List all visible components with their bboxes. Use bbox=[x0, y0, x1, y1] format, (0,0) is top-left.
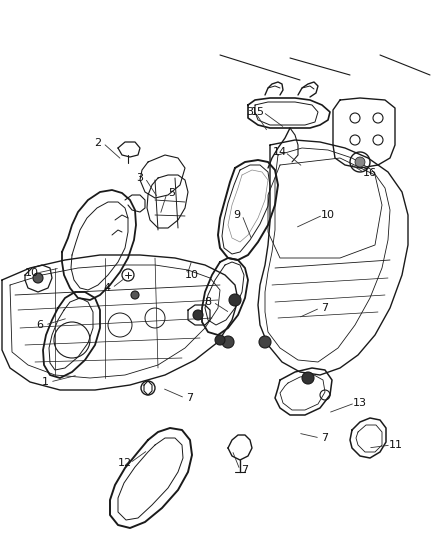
Text: 12: 12 bbox=[118, 458, 132, 468]
Circle shape bbox=[222, 336, 234, 348]
Text: 15: 15 bbox=[251, 107, 265, 117]
Circle shape bbox=[259, 336, 271, 348]
Text: 7: 7 bbox=[321, 433, 328, 443]
Circle shape bbox=[302, 372, 314, 384]
Text: 10: 10 bbox=[185, 270, 199, 280]
Circle shape bbox=[215, 335, 225, 345]
Text: 3: 3 bbox=[247, 107, 254, 117]
Text: 7: 7 bbox=[187, 393, 194, 403]
Text: 2: 2 bbox=[95, 138, 102, 148]
Text: 4: 4 bbox=[103, 283, 110, 293]
Text: 11: 11 bbox=[389, 440, 403, 450]
Text: 9: 9 bbox=[233, 210, 240, 220]
Text: 13: 13 bbox=[353, 398, 367, 408]
Text: 3: 3 bbox=[137, 173, 144, 183]
Text: 5: 5 bbox=[169, 188, 176, 198]
Circle shape bbox=[131, 291, 139, 299]
Circle shape bbox=[355, 157, 365, 167]
Circle shape bbox=[193, 310, 203, 320]
Circle shape bbox=[229, 294, 241, 306]
Text: 10: 10 bbox=[321, 210, 335, 220]
Circle shape bbox=[33, 273, 43, 283]
Text: 16: 16 bbox=[363, 168, 377, 178]
Text: 10: 10 bbox=[25, 268, 39, 278]
Text: 8: 8 bbox=[205, 297, 212, 307]
Text: 7: 7 bbox=[241, 465, 248, 475]
Text: 1: 1 bbox=[42, 377, 49, 387]
Text: 7: 7 bbox=[321, 303, 328, 313]
Text: 6: 6 bbox=[36, 320, 43, 330]
Text: 14: 14 bbox=[273, 147, 287, 157]
